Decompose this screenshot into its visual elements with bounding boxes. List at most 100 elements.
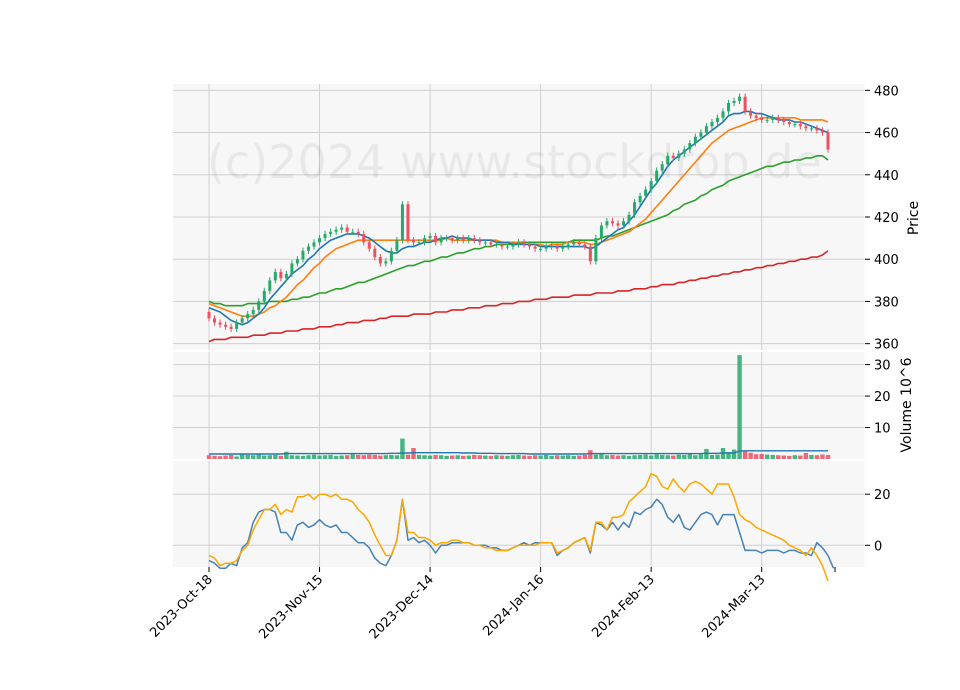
candle-body xyxy=(273,271,277,281)
volume-bar xyxy=(510,455,516,459)
volume-bar xyxy=(554,455,560,459)
grid-lines xyxy=(173,84,865,567)
volume-bar xyxy=(825,454,831,459)
volume-bar xyxy=(405,454,411,459)
candle-body xyxy=(312,242,316,247)
volume-bar xyxy=(273,454,278,459)
volume-bar xyxy=(311,454,317,459)
volume-bar xyxy=(444,455,449,459)
candle-body xyxy=(633,202,637,215)
candle-body xyxy=(815,128,819,131)
candle-body xyxy=(423,238,427,243)
volume-bar xyxy=(422,455,427,459)
volume-bar xyxy=(765,454,770,459)
candle-body xyxy=(787,122,791,125)
volume-bar xyxy=(637,454,643,459)
indicator-tick-label: 0 xyxy=(874,539,882,554)
candle-body xyxy=(738,96,742,101)
candle-body xyxy=(384,261,388,264)
price-tick-label: 380 xyxy=(874,295,899,310)
candle-body xyxy=(517,242,520,245)
price-tick-label: 440 xyxy=(874,169,899,184)
price-marks xyxy=(207,93,830,343)
volume-bar xyxy=(814,455,820,459)
candle-body xyxy=(671,155,675,158)
candle-body xyxy=(450,238,454,241)
volume-bar xyxy=(212,455,217,459)
candle-body xyxy=(235,322,239,329)
candle-body xyxy=(340,227,344,230)
volume-bar xyxy=(477,455,483,459)
volume-bar xyxy=(538,455,543,459)
volume-bar xyxy=(339,455,344,459)
price-tick-label: 460 xyxy=(874,127,899,142)
candle-body xyxy=(494,244,498,246)
volume-bar xyxy=(455,455,460,459)
volume-bar xyxy=(344,455,350,459)
volume-bar xyxy=(394,455,400,459)
candle-body xyxy=(318,238,322,243)
volume-bar xyxy=(499,455,505,459)
volume-panel-background xyxy=(173,352,865,459)
candle-body xyxy=(411,240,415,243)
volume-bar xyxy=(333,455,339,459)
price-tick-label: 420 xyxy=(874,211,899,226)
candle-body xyxy=(246,314,250,319)
volume-bar xyxy=(284,451,289,459)
volume-bar xyxy=(648,455,654,459)
candle-body xyxy=(284,274,288,279)
candle-body xyxy=(329,231,333,234)
volume-bar xyxy=(709,454,715,459)
candle-body xyxy=(279,271,283,279)
volume-bar xyxy=(317,455,322,459)
candle-body xyxy=(395,240,399,251)
candle-body xyxy=(610,221,614,224)
volume-bar xyxy=(427,455,433,459)
volume-bar xyxy=(604,455,610,459)
volume-bar xyxy=(438,455,444,459)
candle-body xyxy=(693,136,697,144)
candle-body xyxy=(715,117,719,122)
candle-body xyxy=(500,244,504,247)
volume-bar xyxy=(378,455,383,459)
volume-bar xyxy=(643,454,648,459)
candle-body xyxy=(555,246,559,249)
candle-body xyxy=(677,153,681,158)
candle-body xyxy=(566,244,570,247)
candle-body xyxy=(644,189,648,196)
volume-bar xyxy=(416,454,422,459)
candle-body xyxy=(461,238,465,241)
indicator-line-signal xyxy=(208,473,829,582)
volume-bar xyxy=(527,455,532,459)
volume-bar xyxy=(659,454,665,459)
volume-bar xyxy=(626,455,632,459)
volume-bar xyxy=(543,454,549,459)
volume-bar xyxy=(356,454,361,459)
indicator-line-macd xyxy=(208,498,835,570)
volume-bar xyxy=(494,455,499,459)
candle-body xyxy=(351,231,355,233)
candle-body xyxy=(323,233,327,239)
indicator-marks xyxy=(208,473,835,582)
volume-bar xyxy=(521,455,527,459)
candle-body xyxy=(583,244,587,247)
candle-body xyxy=(588,246,592,262)
volume-bar xyxy=(560,455,565,459)
volume-bar xyxy=(582,454,588,459)
candle-body xyxy=(826,132,830,150)
volume-bar xyxy=(687,453,693,459)
volume-bar xyxy=(488,455,494,459)
volume-bar xyxy=(245,454,250,459)
candle-body xyxy=(699,132,703,137)
volume-average-line xyxy=(209,450,828,455)
candle-body xyxy=(798,124,802,127)
volume-bar xyxy=(742,451,748,459)
candle-body xyxy=(660,164,664,171)
candle-body xyxy=(710,122,714,127)
volume-bar xyxy=(449,455,455,459)
candle-body xyxy=(655,170,659,182)
volume-bar xyxy=(715,454,720,459)
volume-bar xyxy=(472,454,477,459)
volume-bar xyxy=(577,455,582,459)
